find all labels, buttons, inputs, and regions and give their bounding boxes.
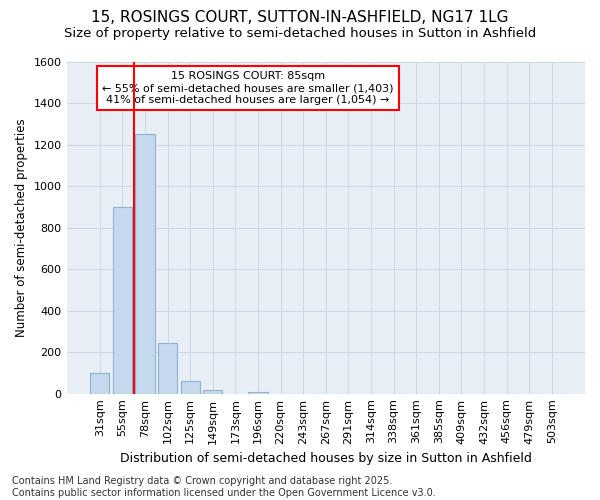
Bar: [181, 381, 200, 394]
Text: 15 ROSINGS COURT: 85sqm
← 55% of semi-detached houses are smaller (1,403)
41% of: 15 ROSINGS COURT: 85sqm ← 55% of semi-de…: [102, 72, 394, 104]
Text: Contains HM Land Registry data © Crown copyright and database right 2025.
Contai: Contains HM Land Registry data © Crown c…: [12, 476, 436, 498]
Bar: [248, 392, 268, 394]
Bar: [113, 207, 132, 394]
Bar: [90, 373, 109, 394]
X-axis label: Distribution of semi-detached houses by size in Sutton in Ashfield: Distribution of semi-detached houses by …: [120, 452, 532, 465]
Text: Size of property relative to semi-detached houses in Sutton in Ashfield: Size of property relative to semi-detach…: [64, 28, 536, 40]
Bar: [136, 134, 155, 394]
Y-axis label: Number of semi-detached properties: Number of semi-detached properties: [15, 118, 28, 337]
Text: 15, ROSINGS COURT, SUTTON-IN-ASHFIELD, NG17 1LG: 15, ROSINGS COURT, SUTTON-IN-ASHFIELD, N…: [91, 10, 509, 25]
Bar: [158, 343, 177, 394]
Bar: [203, 390, 223, 394]
